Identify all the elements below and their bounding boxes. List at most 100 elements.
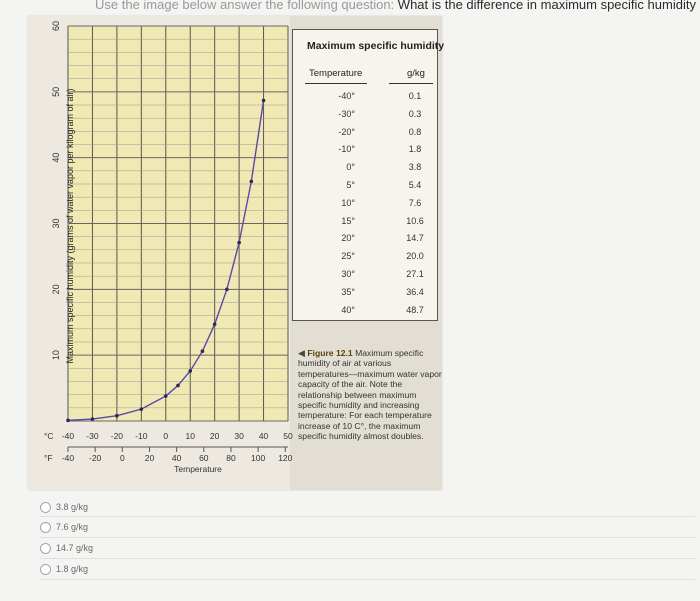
fahrenheit-tick-label: 80 (226, 453, 236, 463)
table-cell-value: 20.0 (406, 251, 424, 262)
question-main: What is the difference in maximum specif… (397, 0, 700, 12)
radio-button[interactable] (40, 542, 51, 554)
fahrenheit-unit-label: °F (44, 453, 53, 463)
header-divider (305, 83, 367, 84)
y-tick-label: 50 (51, 87, 61, 97)
table-cell-value: 0.1 (408, 91, 422, 101)
data-point (188, 369, 193, 373)
question-prefix: Use the image below answer the following… (95, 0, 395, 12)
table-cell-temperature: 40° (341, 304, 355, 315)
data-point (176, 383, 180, 388)
table-cell-temperature: 20° (341, 233, 355, 244)
data-point (163, 394, 168, 398)
celsius-tick-label: -10 (135, 431, 148, 441)
y-tick-label: 20 (51, 284, 61, 294)
caption-figure-label: Figure 12.1 (307, 348, 353, 358)
table-cell-value: 1.8 (408, 144, 422, 155)
table-cell-temperature: -20° (338, 126, 355, 137)
radio-button[interactable] (40, 563, 51, 575)
fahrenheit-tick-label: 100 (251, 453, 265, 463)
answer-option[interactable]: 7.6 g/kg (40, 518, 700, 536)
data-point (139, 407, 144, 411)
table-cell-temperature: 10° (341, 197, 355, 208)
celsius-tick-label: 40 (259, 431, 269, 441)
table-cell-temperature: -10° (338, 144, 355, 155)
celsius-tick-label: 50 (283, 431, 293, 441)
table-cell-temperature: -40° (338, 91, 355, 101)
answer-label: 1.8 g/kg (56, 564, 89, 574)
data-point (90, 417, 95, 421)
table-cell-value: 0.3 (408, 108, 422, 119)
table-cell-temperature: 0° (346, 162, 355, 173)
fahrenheit-tick-label: 60 (199, 453, 209, 463)
table-cell-value: 5.4 (408, 180, 422, 190)
table-cell-value: 14.7 (406, 233, 424, 244)
figure-photo: 60 50 40 30 20 10 °C -40 -30 -20 -10 0 10 20 30 40 50 °F -… (28, 16, 444, 490)
celsius-tick-label: 30 (234, 431, 244, 441)
celsius-tick-label: -30 (86, 431, 99, 441)
fahrenheit-tick-label: -40 (62, 453, 75, 463)
table-cell-value: 48.7 (406, 304, 424, 315)
table-title: Maximum specific humidity (307, 40, 445, 52)
fahrenheit-tick-label: 20 (145, 453, 155, 463)
celsius-tick-label: -40 (62, 431, 75, 441)
fahrenheit-tick-label: 120 (278, 453, 292, 463)
radio-button[interactable] (40, 521, 51, 533)
answer-option[interactable]: 1.8 g/kg (40, 560, 700, 578)
radio-button[interactable] (40, 501, 51, 513)
answer-label: 3.8 g/kg (56, 502, 89, 512)
table-cell-value: 27.1 (406, 269, 424, 279)
table-cell-temperature: -30° (338, 108, 355, 119)
y-tick-label: 30 (51, 218, 61, 228)
divider (40, 537, 695, 538)
chart-area: 60 50 40 30 20 10 °C -40 -30 -20 -10 0 10 20 30 40 50 °F -… (28, 16, 442, 490)
question-text: Use the image below answer the following… (95, 0, 700, 12)
caption-body: Note the relationship between maximum sp… (298, 379, 432, 442)
data-point (212, 322, 217, 327)
data-point (237, 240, 241, 245)
header-divider (389, 83, 433, 84)
celsius-tick-label: -20 (111, 431, 124, 441)
data-point (225, 287, 229, 292)
table-cell-temperature: 5° (346, 180, 355, 190)
celsius-tick-label: 20 (210, 431, 220, 441)
table-cell-temperature: 30° (341, 269, 355, 279)
question-bar: Use the image below answer the following… (0, 0, 700, 18)
table-cell-temperature: 15° (341, 215, 355, 226)
answer-label: 7.6 g/kg (56, 522, 89, 532)
data-point (200, 349, 205, 354)
table-cell-value: 3.8 (408, 162, 422, 173)
answer-option[interactable]: 3.8 g/kg (40, 498, 700, 516)
y-tick-label: 40 (51, 153, 61, 163)
answer-options: 3.8 g/kg 7.6 g/kg 14.7 g/kg 1.8 g/kg (40, 498, 700, 601)
caption-title: Maximum specific humidity of air at vari… (298, 348, 442, 390)
celsius-tick-label: 10 (185, 431, 195, 441)
humidity-table: Maximum specific humidity Temperature g/… (292, 29, 444, 321)
table-header-unit: g/kg (407, 68, 425, 79)
fahrenheit-tick-label: -20 (89, 453, 102, 463)
figure-caption: ◀ Figure 12.1 Maximum specific humidity … (298, 348, 443, 442)
table-cell-temperature: 35° (341, 286, 355, 297)
table-cell-temperature: 25° (341, 251, 355, 262)
divider (40, 516, 695, 517)
divider (40, 558, 695, 559)
data-point (66, 418, 70, 423)
table-header-temperature: Temperature (309, 68, 363, 79)
table-cell-value: 0.8 (408, 126, 422, 137)
data-point (261, 98, 266, 103)
divider (40, 579, 695, 580)
answer-option[interactable]: 14.7 g/kg (40, 539, 700, 557)
fahrenheit-tick-label: 0 (120, 453, 125, 463)
data-point (115, 413, 119, 418)
table-cell-value: 10.6 (406, 215, 424, 226)
table-cell-value: 7.6 (408, 197, 422, 208)
answer-label: 14.7 g/kg (56, 543, 94, 553)
celsius-tick-label: 0 (163, 431, 168, 441)
table-cell-value: 36.4 (406, 286, 424, 297)
y-tick-label: 60 (51, 21, 61, 31)
fahrenheit-tick-label: 40 (172, 453, 182, 463)
y-axis-label: Maximum specific humidity (grams of wate… (65, 88, 75, 364)
x-axis-label: Temperature (174, 464, 222, 474)
y-tick-label: 10 (51, 350, 61, 360)
